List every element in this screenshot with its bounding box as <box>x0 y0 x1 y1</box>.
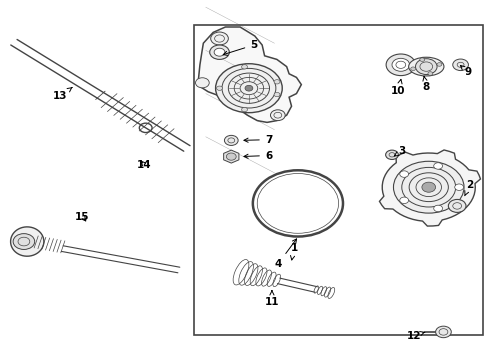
Polygon shape <box>11 227 44 256</box>
Circle shape <box>217 86 222 90</box>
Circle shape <box>386 150 398 159</box>
Circle shape <box>411 67 416 71</box>
Text: 12: 12 <box>407 330 424 341</box>
Polygon shape <box>223 150 239 163</box>
Circle shape <box>13 234 35 249</box>
Circle shape <box>393 161 464 213</box>
Circle shape <box>400 171 409 177</box>
Circle shape <box>211 32 228 45</box>
Text: 3: 3 <box>394 146 405 156</box>
Circle shape <box>274 93 280 97</box>
Circle shape <box>436 326 451 338</box>
Text: 14: 14 <box>137 160 152 170</box>
Text: 8: 8 <box>423 76 430 92</box>
Circle shape <box>245 85 253 91</box>
Circle shape <box>224 135 238 145</box>
Polygon shape <box>379 150 481 226</box>
Text: 4: 4 <box>274 239 296 269</box>
Text: 6: 6 <box>244 150 272 161</box>
Text: 7: 7 <box>244 135 272 145</box>
Circle shape <box>422 182 436 192</box>
Circle shape <box>210 45 229 59</box>
Circle shape <box>274 80 280 84</box>
Text: 11: 11 <box>265 291 279 307</box>
Circle shape <box>455 184 464 190</box>
Circle shape <box>270 110 285 121</box>
Circle shape <box>420 58 425 62</box>
Text: 13: 13 <box>52 87 72 102</box>
Circle shape <box>242 65 247 69</box>
Circle shape <box>214 48 225 56</box>
Ellipse shape <box>409 57 444 76</box>
Circle shape <box>416 59 437 75</box>
Circle shape <box>434 205 442 212</box>
FancyBboxPatch shape <box>194 25 483 335</box>
Circle shape <box>434 163 442 169</box>
Polygon shape <box>198 27 301 122</box>
Text: 1: 1 <box>291 243 297 260</box>
Circle shape <box>400 197 409 203</box>
Text: 9: 9 <box>461 66 471 77</box>
Circle shape <box>453 59 468 71</box>
Circle shape <box>196 78 209 88</box>
Circle shape <box>242 107 247 112</box>
Circle shape <box>437 63 442 66</box>
Circle shape <box>226 153 236 160</box>
Circle shape <box>428 72 433 75</box>
Circle shape <box>448 199 466 212</box>
Circle shape <box>386 54 416 76</box>
Circle shape <box>216 64 282 113</box>
Circle shape <box>392 58 410 71</box>
Text: 10: 10 <box>391 79 406 96</box>
Text: 5: 5 <box>223 40 257 55</box>
Text: 2: 2 <box>465 180 473 196</box>
Text: 15: 15 <box>75 212 90 222</box>
